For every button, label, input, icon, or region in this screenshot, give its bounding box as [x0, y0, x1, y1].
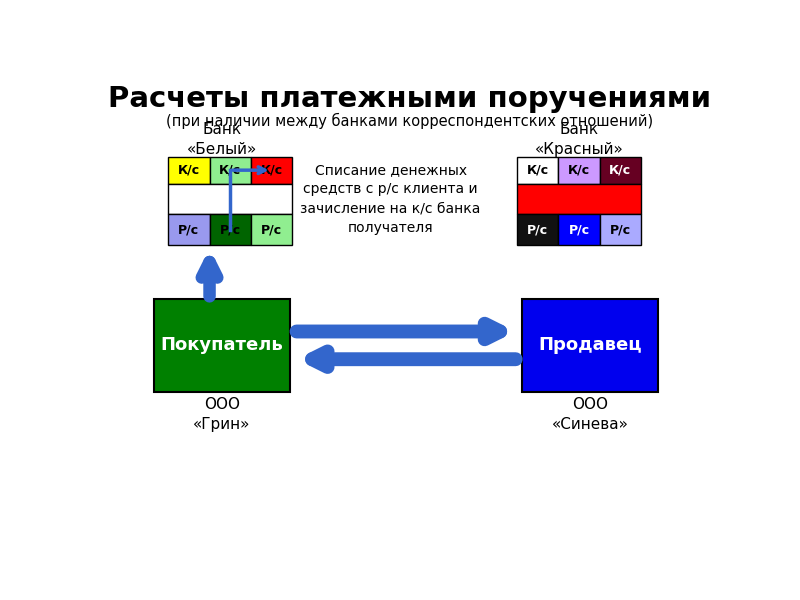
Bar	[600, 214, 641, 245]
Text: Р/с: Р/с	[178, 223, 199, 236]
Text: К/с: К/с	[261, 164, 282, 176]
Bar	[251, 214, 292, 245]
Text: К/с: К/с	[526, 164, 549, 176]
Bar	[210, 157, 251, 184]
Text: К/с: К/с	[178, 164, 200, 176]
Text: ООО
«Синева»: ООО «Синева»	[552, 397, 629, 432]
Bar	[251, 157, 292, 184]
Text: Р/с: Р/с	[261, 223, 282, 236]
Text: ООО
«Грин»: ООО «Грин»	[194, 397, 250, 432]
Text: Р/с: Р/с	[527, 223, 548, 236]
Text: Банк
«Белый»: Банк «Белый»	[187, 122, 258, 157]
Bar	[210, 214, 251, 245]
Text: К/с: К/с	[219, 164, 242, 176]
Bar	[600, 157, 641, 184]
Bar	[168, 157, 210, 184]
Text: Расчеты платежными поручениями: Расчеты платежными поручениями	[109, 85, 711, 113]
Text: Списание денежных
средств с р/с клиента и
зачисление на к/с банка
получателя: Списание денежных средств с р/с клиента …	[301, 163, 481, 235]
Text: Продавец: Продавец	[538, 337, 642, 355]
Bar	[522, 299, 658, 392]
Text: Р/с: Р/с	[220, 223, 241, 236]
Bar	[517, 184, 641, 214]
Text: Покупатель: Покупатель	[161, 337, 283, 355]
Text: Банк
«Красный»: Банк «Красный»	[534, 122, 623, 157]
Text: Р/с: Р/с	[568, 223, 590, 236]
Bar	[558, 157, 600, 184]
Bar	[154, 299, 290, 392]
Text: (при наличии между банками корреспондентских отношений): (при наличии между банками корреспондент…	[166, 112, 654, 128]
Bar	[168, 184, 292, 214]
Bar	[168, 214, 210, 245]
Bar	[517, 214, 558, 245]
Text: К/с: К/с	[610, 164, 631, 176]
Bar	[558, 214, 600, 245]
Text: Р/с: Р/с	[610, 223, 631, 236]
Bar	[517, 157, 558, 184]
Text: К/с: К/с	[568, 164, 590, 176]
